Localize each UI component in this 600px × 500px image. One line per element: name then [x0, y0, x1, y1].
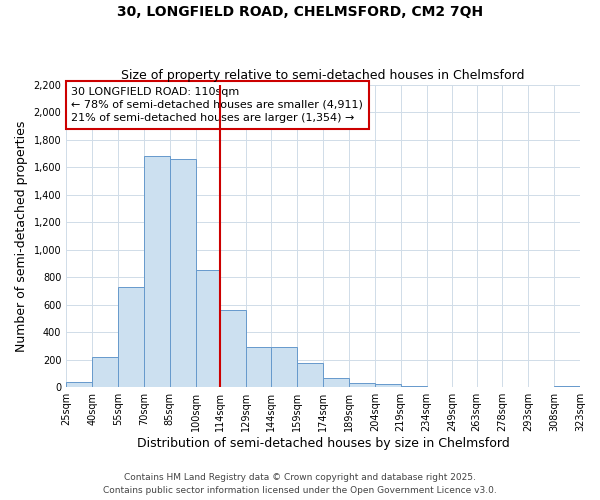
Y-axis label: Number of semi-detached properties: Number of semi-detached properties — [15, 120, 28, 352]
Text: 30 LONGFIELD ROAD: 110sqm
← 78% of semi-detached houses are smaller (4,911)
21% : 30 LONGFIELD ROAD: 110sqm ← 78% of semi-… — [71, 86, 364, 123]
Bar — [554, 386, 580, 387]
Bar — [271, 346, 297, 387]
X-axis label: Distribution of semi-detached houses by size in Chelmsford: Distribution of semi-detached houses by … — [137, 437, 509, 450]
Bar — [196, 270, 220, 387]
Bar — [170, 159, 196, 387]
Bar — [297, 363, 323, 387]
Bar — [427, 386, 452, 387]
Bar — [118, 287, 144, 387]
Bar — [245, 346, 271, 387]
Text: Contains HM Land Registry data © Crown copyright and database right 2025.
Contai: Contains HM Land Registry data © Crown c… — [103, 474, 497, 495]
Bar — [375, 384, 401, 387]
Bar — [349, 383, 375, 387]
Bar — [220, 310, 245, 387]
Bar — [144, 156, 170, 387]
Bar — [66, 382, 92, 387]
Text: 30, LONGFIELD ROAD, CHELMSFORD, CM2 7QH: 30, LONGFIELD ROAD, CHELMSFORD, CM2 7QH — [117, 5, 483, 19]
Bar — [323, 378, 349, 387]
Bar — [452, 386, 476, 387]
Title: Size of property relative to semi-detached houses in Chelmsford: Size of property relative to semi-detach… — [121, 69, 525, 82]
Bar — [401, 386, 427, 387]
Bar — [92, 357, 118, 387]
